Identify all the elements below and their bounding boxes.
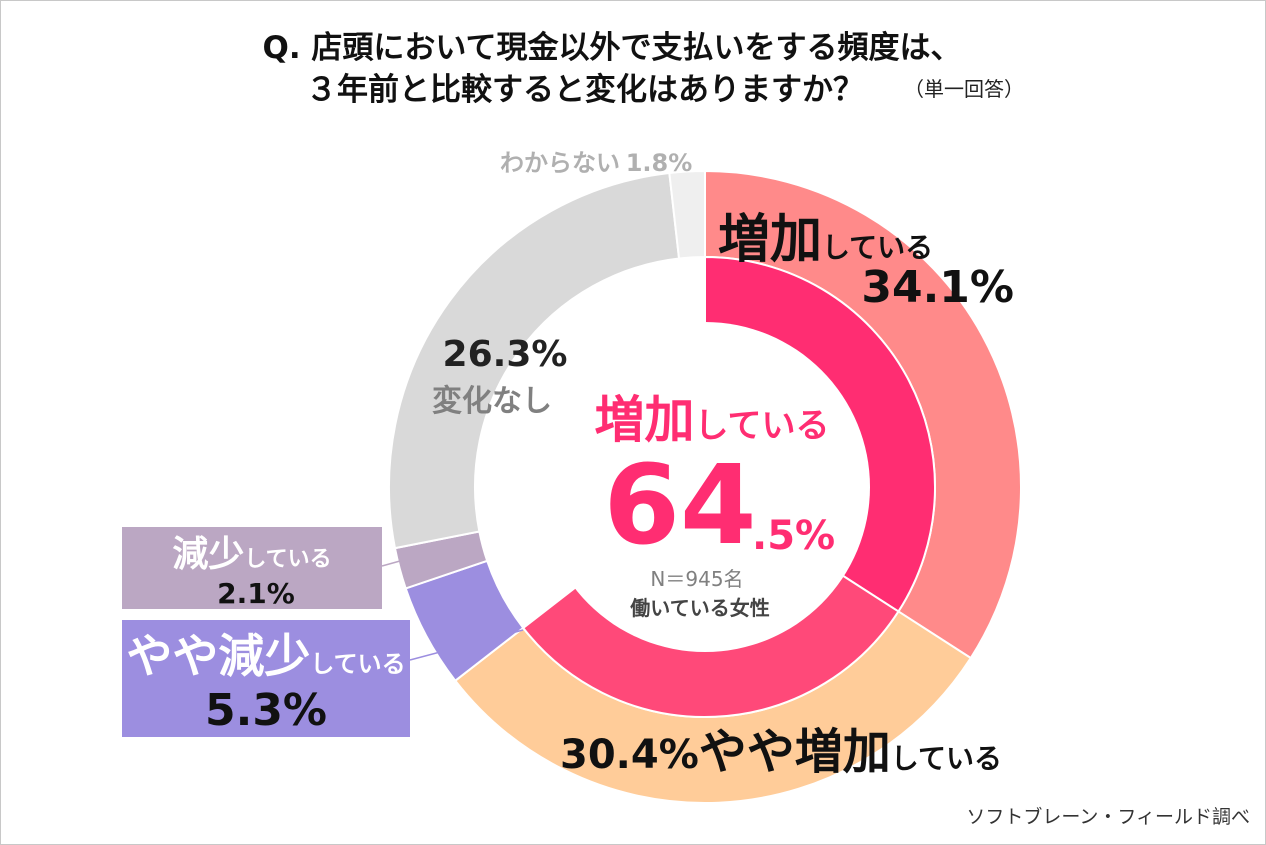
slight-increase-label-small: している — [891, 742, 1002, 775]
slight-increase-label-big: やや増加 — [699, 724, 891, 780]
slight-decrease-label-big: やや減少 — [126, 629, 310, 683]
slight-decrease-value: 5.3% — [205, 685, 327, 736]
no-change-label: 変化なし — [432, 384, 552, 419]
unknown-label: わからない — [500, 149, 620, 177]
slight-decrease-label-box — [122, 620, 410, 737]
no-change-value: 26.3% — [443, 334, 568, 375]
outer-slice-5 — [388, 171, 681, 550]
increase-value: 34.1% — [861, 262, 1014, 313]
decrease-label-box — [122, 527, 382, 609]
increase-label: 増加している — [718, 210, 933, 270]
center-value-dec: .5% — [752, 513, 835, 559]
slight-decrease-leader-line — [409, 629, 524, 661]
decrease-label: 減少している — [172, 534, 331, 575]
center-label-small: している — [695, 406, 830, 446]
unknown-value: 1.8% — [626, 149, 693, 177]
slight-decrease-label: やや減少している — [126, 629, 405, 683]
answer-type-note: （単一回答） — [904, 77, 1024, 101]
sample-size: N＝945名 — [650, 567, 743, 591]
respondent-group: 働いている女性 — [629, 596, 769, 620]
decrease-leader-line — [381, 560, 401, 567]
chart-title-line2: ３年前と比較すると変化はありますか？ — [306, 72, 864, 108]
donut-hole — [540, 322, 870, 652]
source-credit: ソフトブレーン・フィールド調べ — [966, 805, 1250, 828]
center-value-int: 64 — [603, 441, 756, 569]
outer-ring — [388, 169, 1022, 804]
slight-increase-value: 30.4% — [560, 732, 699, 778]
center-label-big: 増加 — [595, 391, 695, 449]
decrease-value: 2.1% — [217, 577, 295, 610]
increase-label-small: している — [822, 231, 933, 264]
center-label: 増加している — [595, 391, 830, 449]
chart-title-line1: Q. 店頭において現金以外で支払いをする頻度は、 — [263, 30, 962, 66]
decrease-label-big: 減少 — [172, 534, 244, 575]
slight-increase-label: 30.4%やや増加している — [560, 724, 1002, 780]
increase-label-big: 増加 — [718, 210, 822, 270]
slight-decrease-label-small: している — [310, 650, 405, 678]
decrease-label-small: している — [244, 547, 331, 572]
